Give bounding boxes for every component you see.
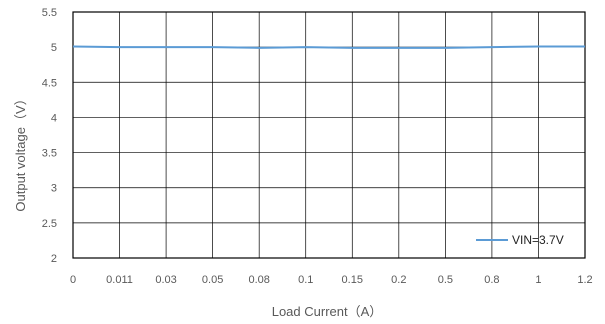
- gridlines: [73, 12, 585, 258]
- x-tick-labels: 0 0.011 0.03 0.05 0.08 0.1 0.15 0.2 0.5 0.8 1 1.2: [70, 274, 593, 286]
- series-layer: [72, 45, 585, 49]
- plot-frame: [72, 11, 586, 259]
- x-tick-label: 0.1: [298, 274, 313, 286]
- legend-label: VIN=3.7V: [512, 233, 564, 247]
- y-tick-label: 3: [51, 183, 57, 195]
- y-tick-label: 5.5: [42, 7, 57, 19]
- y-tick-label: 3.5: [42, 148, 57, 160]
- y-tick-label: 5: [51, 42, 57, 54]
- x-tick-label: 0.03: [155, 274, 176, 286]
- x-tick-label: 0.15: [342, 274, 363, 286]
- y-tick-label: 4.5: [42, 77, 57, 89]
- x-tick-label: 0.8: [484, 274, 499, 286]
- y-tick-label: 4: [51, 112, 57, 124]
- y-axis-label: Output voltage（V）: [13, 92, 28, 211]
- series-line: [72, 45, 585, 49]
- x-tick-label: 0: [70, 274, 76, 286]
- x-tick-label: 1: [535, 274, 541, 286]
- y-tick-label: 2.5: [42, 218, 57, 230]
- x-tick-label: 0.05: [202, 274, 223, 286]
- y-tick-label: 2: [51, 253, 57, 265]
- x-tick-label: 0.08: [248, 274, 269, 286]
- x-tick-label: 0.011: [106, 274, 133, 286]
- x-tick-label: 1.2: [577, 274, 592, 286]
- x-tick-label: 0.2: [391, 274, 406, 286]
- y-tick-labels: 2 2.5 3 3.5 4 4.5 5 5.5: [42, 7, 57, 265]
- x-axis-label: Load Current（A）: [272, 304, 383, 319]
- legend: VIN=3.7V: [476, 233, 564, 247]
- x-tick-label: 0.5: [438, 274, 453, 286]
